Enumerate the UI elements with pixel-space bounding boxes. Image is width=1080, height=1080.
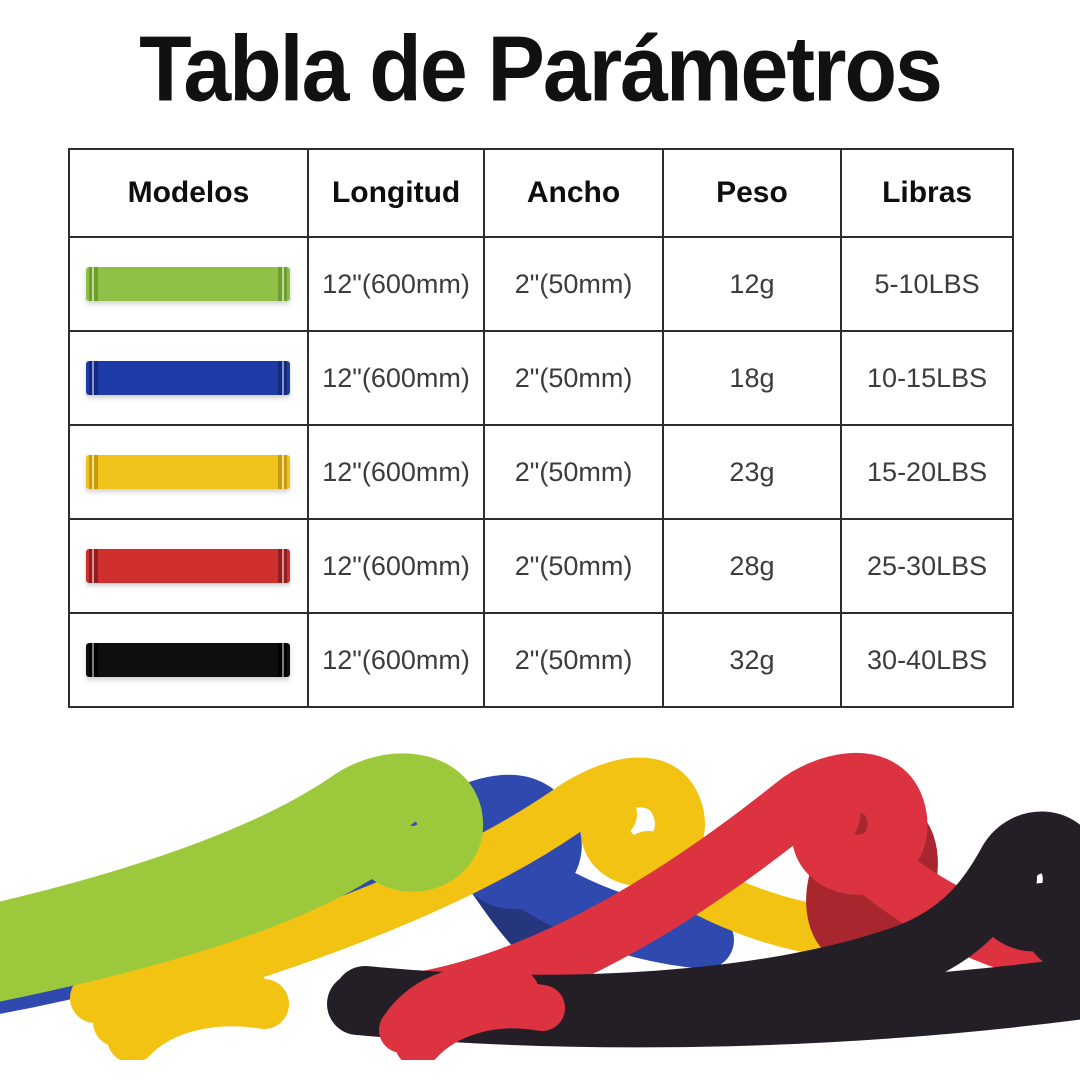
peso-cell: 28g [661, 518, 843, 614]
libras-cell: 25-30LBS [840, 518, 1014, 614]
ancho-cell: 2"(50mm) [483, 518, 664, 614]
yellow-band-photo [70, 757, 857, 1060]
black-band-swatch [86, 643, 291, 677]
longitud-cell: 12"(600mm) [306, 424, 486, 520]
table-row: 12"(600mm) 2"(50mm) 23g 15-20LBS [68, 424, 1014, 520]
ancho-cell: 2"(50mm) [483, 236, 664, 332]
libras-cell: 30-40LBS [840, 612, 1014, 708]
longitud-cell: 12"(600mm) [306, 236, 486, 332]
table-row: 12"(600mm) 2"(50mm) 28g 25-30LBS [68, 518, 1014, 614]
longitud-cell: 12"(600mm) [306, 518, 486, 614]
peso-cell: 23g [661, 424, 843, 520]
parameter-table: Modelos Longitud Ancho Peso Libras 12"(6… [68, 148, 1014, 708]
product-photo [0, 742, 1080, 1060]
libras-cell: 10-15LBS [840, 330, 1014, 426]
yellow-band-swatch [86, 455, 291, 489]
table-row: 12"(600mm) 2"(50mm) 32g 30-40LBS [68, 612, 1014, 708]
table-row: 12"(600mm) 2"(50mm) 12g 5-10LBS [68, 236, 1014, 332]
header-libras: Libras [840, 148, 1014, 238]
longitud-cell: 12"(600mm) [306, 330, 486, 426]
table-header-row: Modelos Longitud Ancho Peso Libras [68, 148, 1014, 238]
model-cell [68, 330, 309, 426]
page-title: Tabla de Parámetros [139, 16, 943, 121]
peso-cell: 12g [661, 236, 843, 332]
header-longitud: Longitud [306, 148, 486, 238]
peso-cell: 18g [661, 330, 843, 426]
model-cell [68, 612, 309, 708]
red-band-swatch [86, 549, 291, 583]
libras-cell: 15-20LBS [840, 424, 1014, 520]
header-modelos: Modelos [68, 148, 309, 238]
green-band-photo [0, 753, 483, 1002]
model-cell [68, 424, 309, 520]
header-peso: Peso [661, 148, 843, 238]
header-ancho: Ancho [483, 148, 664, 238]
ancho-cell: 2"(50mm) [483, 612, 664, 708]
red-band-fold-photo [379, 965, 565, 1060]
blue-band-swatch [86, 361, 291, 395]
green-band-swatch [86, 267, 291, 301]
model-cell [68, 518, 309, 614]
ancho-cell: 2"(50mm) [483, 330, 664, 426]
model-cell [68, 236, 309, 332]
peso-cell: 32g [661, 612, 843, 708]
longitud-cell: 12"(600mm) [306, 612, 486, 708]
ancho-cell: 2"(50mm) [483, 424, 664, 520]
libras-cell: 5-10LBS [840, 236, 1014, 332]
table-row: 12"(600mm) 2"(50mm) 18g 10-15LBS [68, 330, 1014, 426]
